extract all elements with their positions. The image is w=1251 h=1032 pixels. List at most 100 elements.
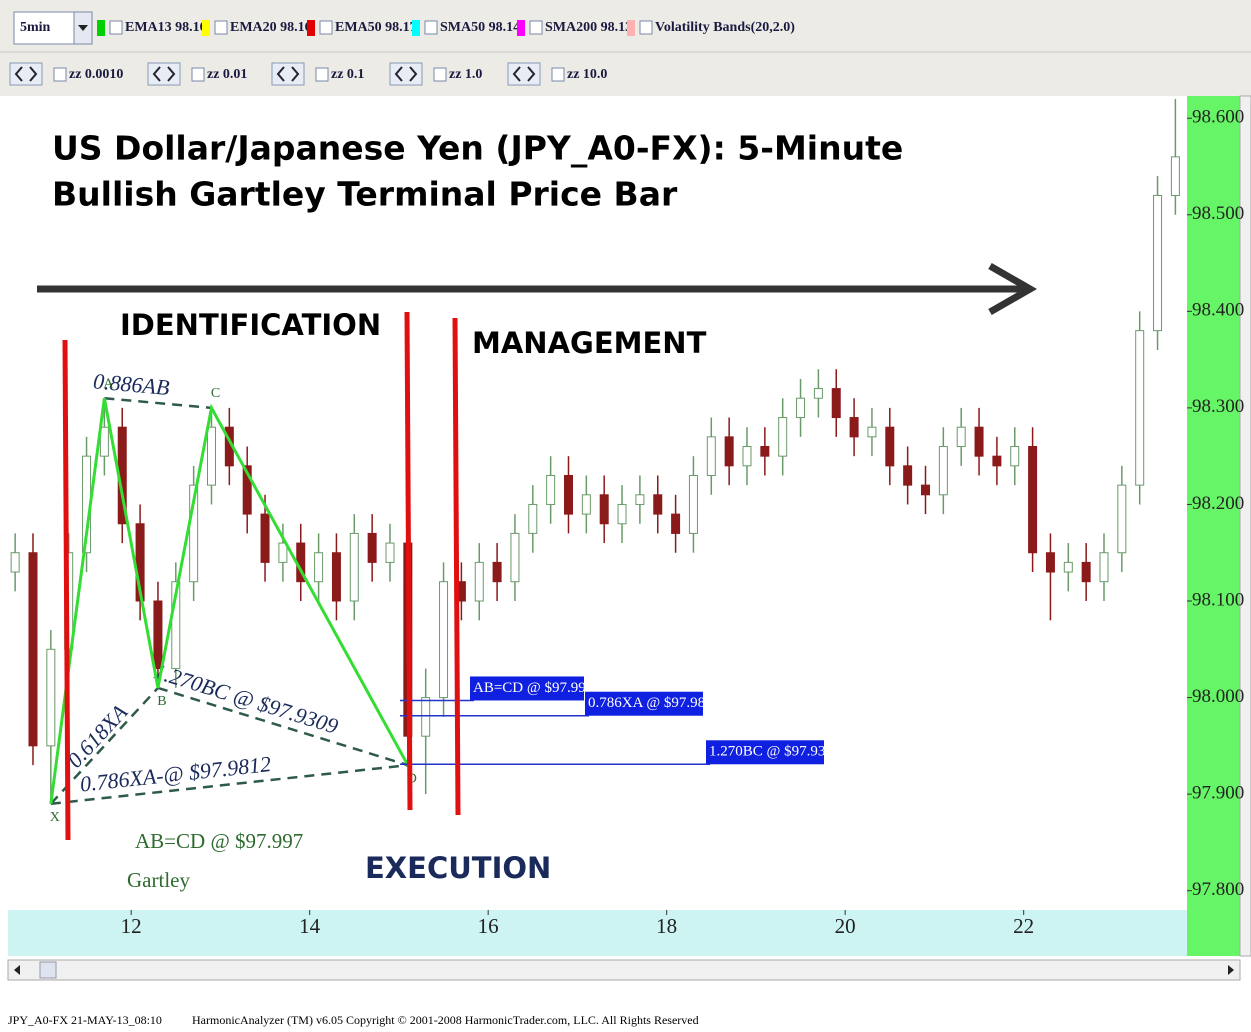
pattern-point-label: C	[211, 386, 220, 401]
scroll-thumb[interactable]	[39, 961, 57, 979]
candle-body	[938, 446, 948, 496]
candle-body	[171, 581, 181, 670]
zigzag-checkbox[interactable]	[315, 67, 329, 82]
zigzag-label: zz 1.0	[449, 67, 482, 82]
indicator-swatch	[627, 20, 635, 36]
candle-body	[1081, 561, 1091, 583]
zigzag-button[interactable]	[507, 62, 541, 86]
y-tick-label: 98.400	[1192, 300, 1244, 321]
indicator-checkbox[interactable]	[109, 20, 123, 35]
candle-body	[385, 542, 395, 563]
y-tick-label: 97.800	[1192, 879, 1244, 900]
candle-body	[349, 532, 359, 602]
footer-copyright: HarmonicAnalyzer (TM) v6.05 Copyright © …	[192, 1013, 699, 1027]
y-tick-label: 98.200	[1192, 493, 1244, 514]
zigzag-checkbox[interactable]	[53, 67, 67, 82]
indicator-checkbox[interactable]	[424, 20, 438, 35]
candle-body	[796, 397, 806, 419]
level-label: AB=CD @ $97.9970	[473, 680, 601, 696]
candle-body	[153, 600, 163, 670]
candle-body	[1028, 446, 1038, 554]
candle-body	[992, 455, 1002, 467]
x-tick-label: 18	[656, 914, 677, 938]
zigzag-checkbox[interactable]	[433, 67, 447, 82]
zigzag-icon	[394, 66, 418, 82]
interval-select[interactable]	[13, 11, 75, 45]
time-axis	[8, 910, 1187, 956]
candle-body	[260, 513, 270, 563]
candle-body	[831, 388, 841, 419]
indicator-checkbox[interactable]	[529, 20, 543, 35]
candle-body	[278, 542, 288, 563]
indicator-swatch	[202, 20, 210, 36]
ratio-line	[104, 396, 212, 410]
chart-title: US Dollar/Japanese Yen (JPY_A0-FX): 5-Mi…	[52, 129, 903, 168]
candle-body	[813, 388, 823, 399]
zigzag-label: zz 0.1	[331, 67, 364, 82]
horizontal-scrollbar[interactable]	[7, 959, 1241, 981]
candle-body	[599, 494, 609, 525]
pattern-line	[49, 397, 410, 804]
zigzag-icon	[14, 66, 38, 82]
y-tick-label: 98.500	[1192, 203, 1244, 224]
plot-area	[8, 96, 1187, 910]
zigzag-button[interactable]	[389, 62, 423, 86]
indicator-label: EMA20 98.16	[230, 20, 312, 35]
zigzag-label: zz 0.0010	[69, 67, 123, 82]
chart-subtitle: Bullish Gartley Terminal Price Bar	[52, 175, 678, 214]
zigzag-button[interactable]	[147, 62, 181, 86]
y-tick-label: 98.300	[1192, 396, 1244, 417]
scroll-right[interactable]	[1228, 965, 1234, 975]
indicator-checkbox[interactable]	[319, 20, 333, 35]
candle-body	[1135, 330, 1145, 486]
x-tick-label: 12	[121, 914, 142, 938]
x-tick-label: 16	[478, 914, 499, 938]
scroll-left[interactable]	[14, 965, 20, 975]
vertical-scrollbar[interactable]	[1239, 95, 1251, 957]
phase-separator	[62, 339, 71, 841]
candle-body	[367, 532, 377, 563]
y-tick-label: 97.900	[1192, 782, 1244, 803]
pattern-point-label: B	[157, 694, 166, 709]
candle-body	[778, 417, 788, 457]
y-tick-label: 98.100	[1192, 589, 1244, 610]
zigzag-label: zz 0.01	[207, 67, 247, 82]
indicator-checkbox[interactable]	[214, 20, 228, 35]
level-label: 1.270BC @ $97.9309	[709, 744, 840, 760]
indicator-swatch	[97, 20, 105, 36]
indicator-swatch	[412, 20, 420, 36]
footer-symbol: JPY_A0-FX 21-MAY-13_08:10	[8, 1013, 162, 1027]
indicator-swatch	[307, 20, 315, 36]
zigzag-button[interactable]	[9, 62, 43, 86]
candle-body	[885, 426, 895, 467]
candle-body	[849, 417, 859, 438]
candle-body	[617, 503, 627, 525]
zigzag-checkbox[interactable]	[191, 67, 205, 82]
level-label: 0.786XA @ $97.9812	[588, 695, 720, 711]
candle-body	[1153, 194, 1163, 332]
candles	[10, 98, 1180, 804]
x-tick-label: 14	[299, 914, 321, 938]
candle-body	[10, 552, 20, 573]
phase-label: IDENTIFICATION	[120, 308, 381, 342]
candle-body	[439, 581, 449, 699]
indicator-label: EMA50 98.17	[335, 20, 417, 35]
zigzag-checkbox[interactable]	[551, 67, 565, 82]
candle-body	[706, 436, 716, 476]
indicator-label: Volatility Bands(20,2.0)	[655, 20, 795, 35]
candle-body	[1010, 446, 1020, 467]
candle-body	[956, 426, 966, 448]
candle-body	[867, 426, 877, 438]
indicator-label: EMA13 98.16	[125, 20, 207, 35]
pattern-point-label: A	[103, 376, 114, 391]
indicator-checkbox[interactable]	[639, 20, 653, 35]
candle-body	[688, 474, 698, 534]
candle-body	[474, 561, 484, 602]
ratio-line	[50, 763, 408, 806]
zigzag-button[interactable]	[271, 62, 305, 86]
candle-body	[492, 561, 502, 583]
candle-body	[242, 465, 252, 515]
candle-body	[1170, 156, 1180, 196]
indicator-label: SMA50 98.14	[440, 20, 520, 35]
